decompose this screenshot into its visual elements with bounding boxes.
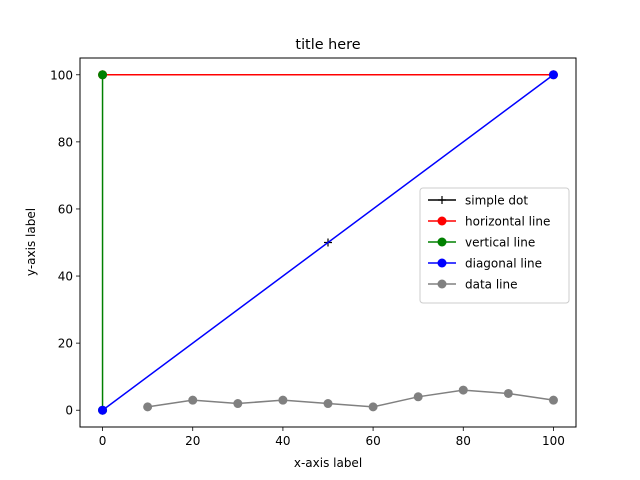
data-point [458, 385, 468, 395]
data-point [278, 395, 288, 405]
series-line [147, 389, 554, 408]
y-tick-label: 0 [65, 404, 73, 418]
x-tick-label: 100 [542, 434, 565, 448]
axes-ticks: 0 20 40 60 80 100 0 20 40 60 80 100 [50, 68, 565, 448]
legend-swatch-marker [438, 196, 446, 204]
data-point [143, 402, 153, 412]
data-point [188, 395, 198, 405]
data-point [548, 70, 558, 80]
x-tick-label: 80 [456, 434, 471, 448]
x-tick-label: 0 [99, 434, 107, 448]
legend-label: simple dot [465, 194, 528, 208]
x-axis-label: x-axis label [294, 456, 362, 470]
data-point [98, 405, 108, 415]
series-line [102, 74, 554, 411]
legend-entry: horizontal line [428, 215, 550, 229]
y-tick-label: 20 [58, 337, 73, 351]
y-tick-label: 80 [58, 135, 73, 149]
data-point [368, 402, 378, 412]
legend: simple dot horizontal line vertical line di… [419, 187, 570, 304]
legend-entry: vertical line [428, 236, 535, 250]
series-data-line [143, 385, 558, 412]
plot-marks [98, 70, 558, 415]
legend-entry: simple dot [428, 194, 528, 208]
legend-swatch-marker [437, 258, 447, 268]
x-tick-label: 20 [185, 434, 200, 448]
legend-swatch-marker [437, 216, 447, 226]
data-point [323, 399, 333, 409]
legend-entry: diagonal line [428, 257, 542, 271]
legend-entry: data line [428, 278, 518, 292]
legend-swatch-marker [437, 237, 447, 247]
series-diagonal-line [98, 70, 558, 415]
y-tick-label: 100 [50, 68, 73, 82]
plot-frame [79, 57, 577, 428]
y-tick-label: 40 [58, 270, 73, 284]
legend-box [419, 187, 570, 304]
y-tick-label: 60 [58, 202, 73, 216]
x-tick-label: 40 [275, 434, 290, 448]
legend-label: vertical line [465, 236, 535, 250]
legend-label: horizontal line [465, 215, 550, 229]
y-axis-label: y-axis label [24, 208, 38, 276]
legend-label: diagonal line [465, 257, 542, 271]
legend-swatch-marker [437, 279, 447, 289]
data-point [98, 70, 108, 80]
chart-title: title here [295, 37, 360, 53]
data-point [413, 392, 423, 402]
data-point [548, 395, 558, 405]
x-tick-label: 60 [365, 434, 380, 448]
data-point [503, 388, 513, 398]
data-point [233, 399, 243, 409]
legend-label: data line [465, 278, 518, 292]
